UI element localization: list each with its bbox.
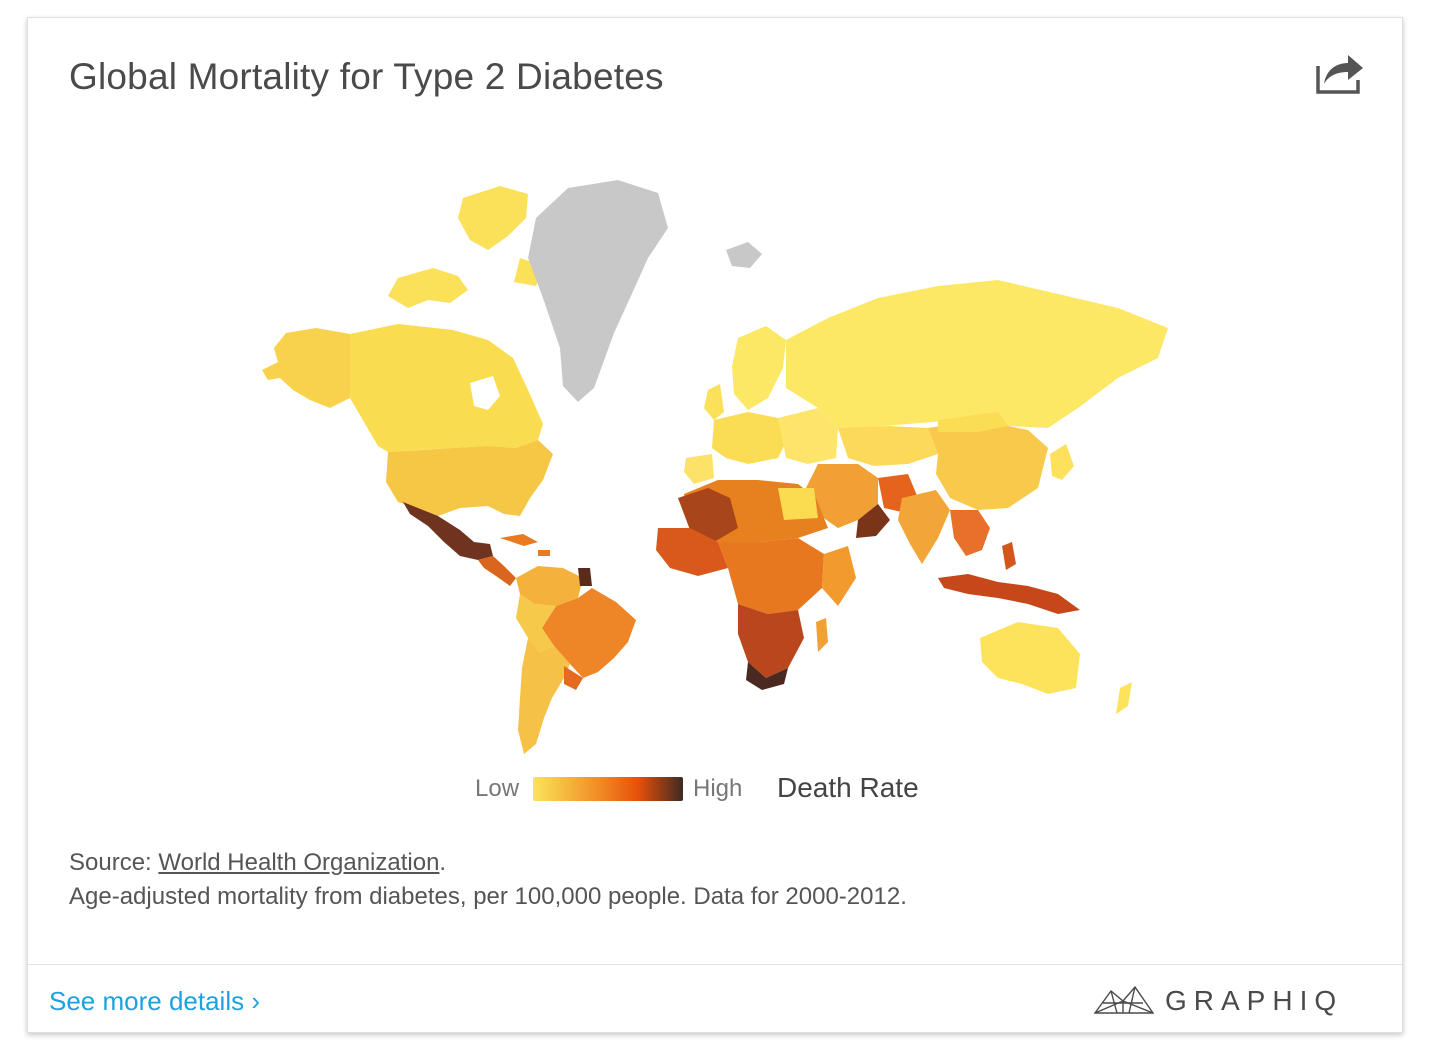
region-china[interactable] — [928, 420, 1048, 510]
region-western-europe[interactable] — [712, 412, 786, 464]
region-eastern-europe[interactable] — [778, 408, 838, 464]
region-caribbean[interactable] — [500, 534, 550, 556]
region-russia[interactable] — [786, 280, 1168, 428]
region-australia[interactable] — [980, 622, 1080, 694]
source-line: Source: World Health Organization. — [69, 846, 446, 880]
south-america — [516, 566, 636, 754]
region-central-america[interactable] — [478, 556, 516, 586]
region-uk-ireland[interactable] — [704, 384, 724, 420]
region-india[interactable] — [898, 490, 950, 564]
greenland — [528, 180, 762, 402]
africa — [656, 480, 856, 690]
region-new-zealand[interactable] — [1116, 682, 1132, 714]
region-brazil[interactable] — [542, 588, 636, 678]
region-oman-yemen[interactable] — [856, 504, 890, 538]
north-america — [262, 186, 553, 586]
legend-high-label: High — [693, 775, 743, 802]
region-iceland[interactable] — [726, 242, 762, 268]
region-alaska[interactable] — [262, 328, 350, 408]
region-colombia-venezuela[interactable] — [516, 566, 583, 606]
region-mongolia[interactable] — [938, 412, 1008, 432]
region-canada[interactable] — [350, 324, 543, 452]
source-suffix: . — [439, 849, 447, 876]
region-central-africa[interactable] — [718, 538, 824, 614]
region-egypt[interactable] — [778, 488, 818, 520]
region-usa[interactable] — [386, 440, 553, 516]
oceania — [938, 542, 1132, 714]
legend-low-label: Low — [475, 775, 520, 802]
region-japan-korea[interactable] — [1050, 444, 1074, 480]
region-hudson-bay — [470, 376, 500, 410]
source-prefix: Source: — [69, 849, 159, 876]
region-guianas[interactable] — [578, 568, 592, 586]
graphiq-mountain-icon — [1093, 985, 1155, 1014]
region-central-asia[interactable] — [838, 426, 938, 466]
region-south-africa[interactable] — [746, 662, 788, 690]
region-greenland[interactable] — [528, 180, 668, 402]
chart-card: Global Mortality for Type 2 Diabetes — [27, 17, 1403, 1033]
legend-color-bar — [533, 777, 683, 801]
region-peru-bolivia[interactable] — [516, 594, 556, 652]
region-madagascar[interactable] — [816, 618, 828, 652]
region-middle-east[interactable] — [806, 464, 878, 528]
region-canada-arctic-islands[interactable] — [388, 186, 543, 308]
region-uruguay-paraguay[interactable] — [564, 666, 583, 690]
region-philippines[interactable] — [1002, 542, 1016, 570]
europe — [684, 326, 838, 484]
region-argentina-chile[interactable] — [518, 638, 570, 754]
share-icon — [1316, 55, 1363, 94]
russia-asia — [786, 280, 1168, 564]
region-west-africa[interactable] — [656, 528, 728, 576]
region-indonesia[interactable] — [938, 574, 1080, 614]
brand-wordmark: GRAPHIQ — [1165, 985, 1344, 1016]
region-mexico[interactable] — [403, 502, 493, 560]
region-southern-africa[interactable] — [738, 604, 804, 678]
graphiq-logo[interactable]: GRAPHIQ — [1093, 981, 1383, 1021]
region-scandinavia[interactable] — [732, 326, 786, 410]
data-note: Age-adjusted mortality from diabetes, pe… — [69, 883, 907, 910]
legend-metric-label: Death Rate — [777, 772, 919, 803]
share-button[interactable] — [1314, 50, 1366, 96]
region-iberia[interactable] — [684, 454, 714, 484]
see-more-details-link[interactable]: See more details › — [49, 986, 260, 1016]
region-southeast-asia[interactable] — [950, 510, 990, 556]
source-link[interactable]: World Health Organization — [158, 849, 440, 876]
region-east-africa[interactable] — [822, 546, 856, 606]
legend: Low High Death Rate — [28, 772, 1402, 814]
footer-divider — [28, 964, 1402, 965]
region-morocco-algeria[interactable] — [678, 488, 738, 542]
chart-title: Global Mortality for Type 2 Diabetes — [69, 56, 664, 97]
world-map — [262, 180, 1168, 754]
